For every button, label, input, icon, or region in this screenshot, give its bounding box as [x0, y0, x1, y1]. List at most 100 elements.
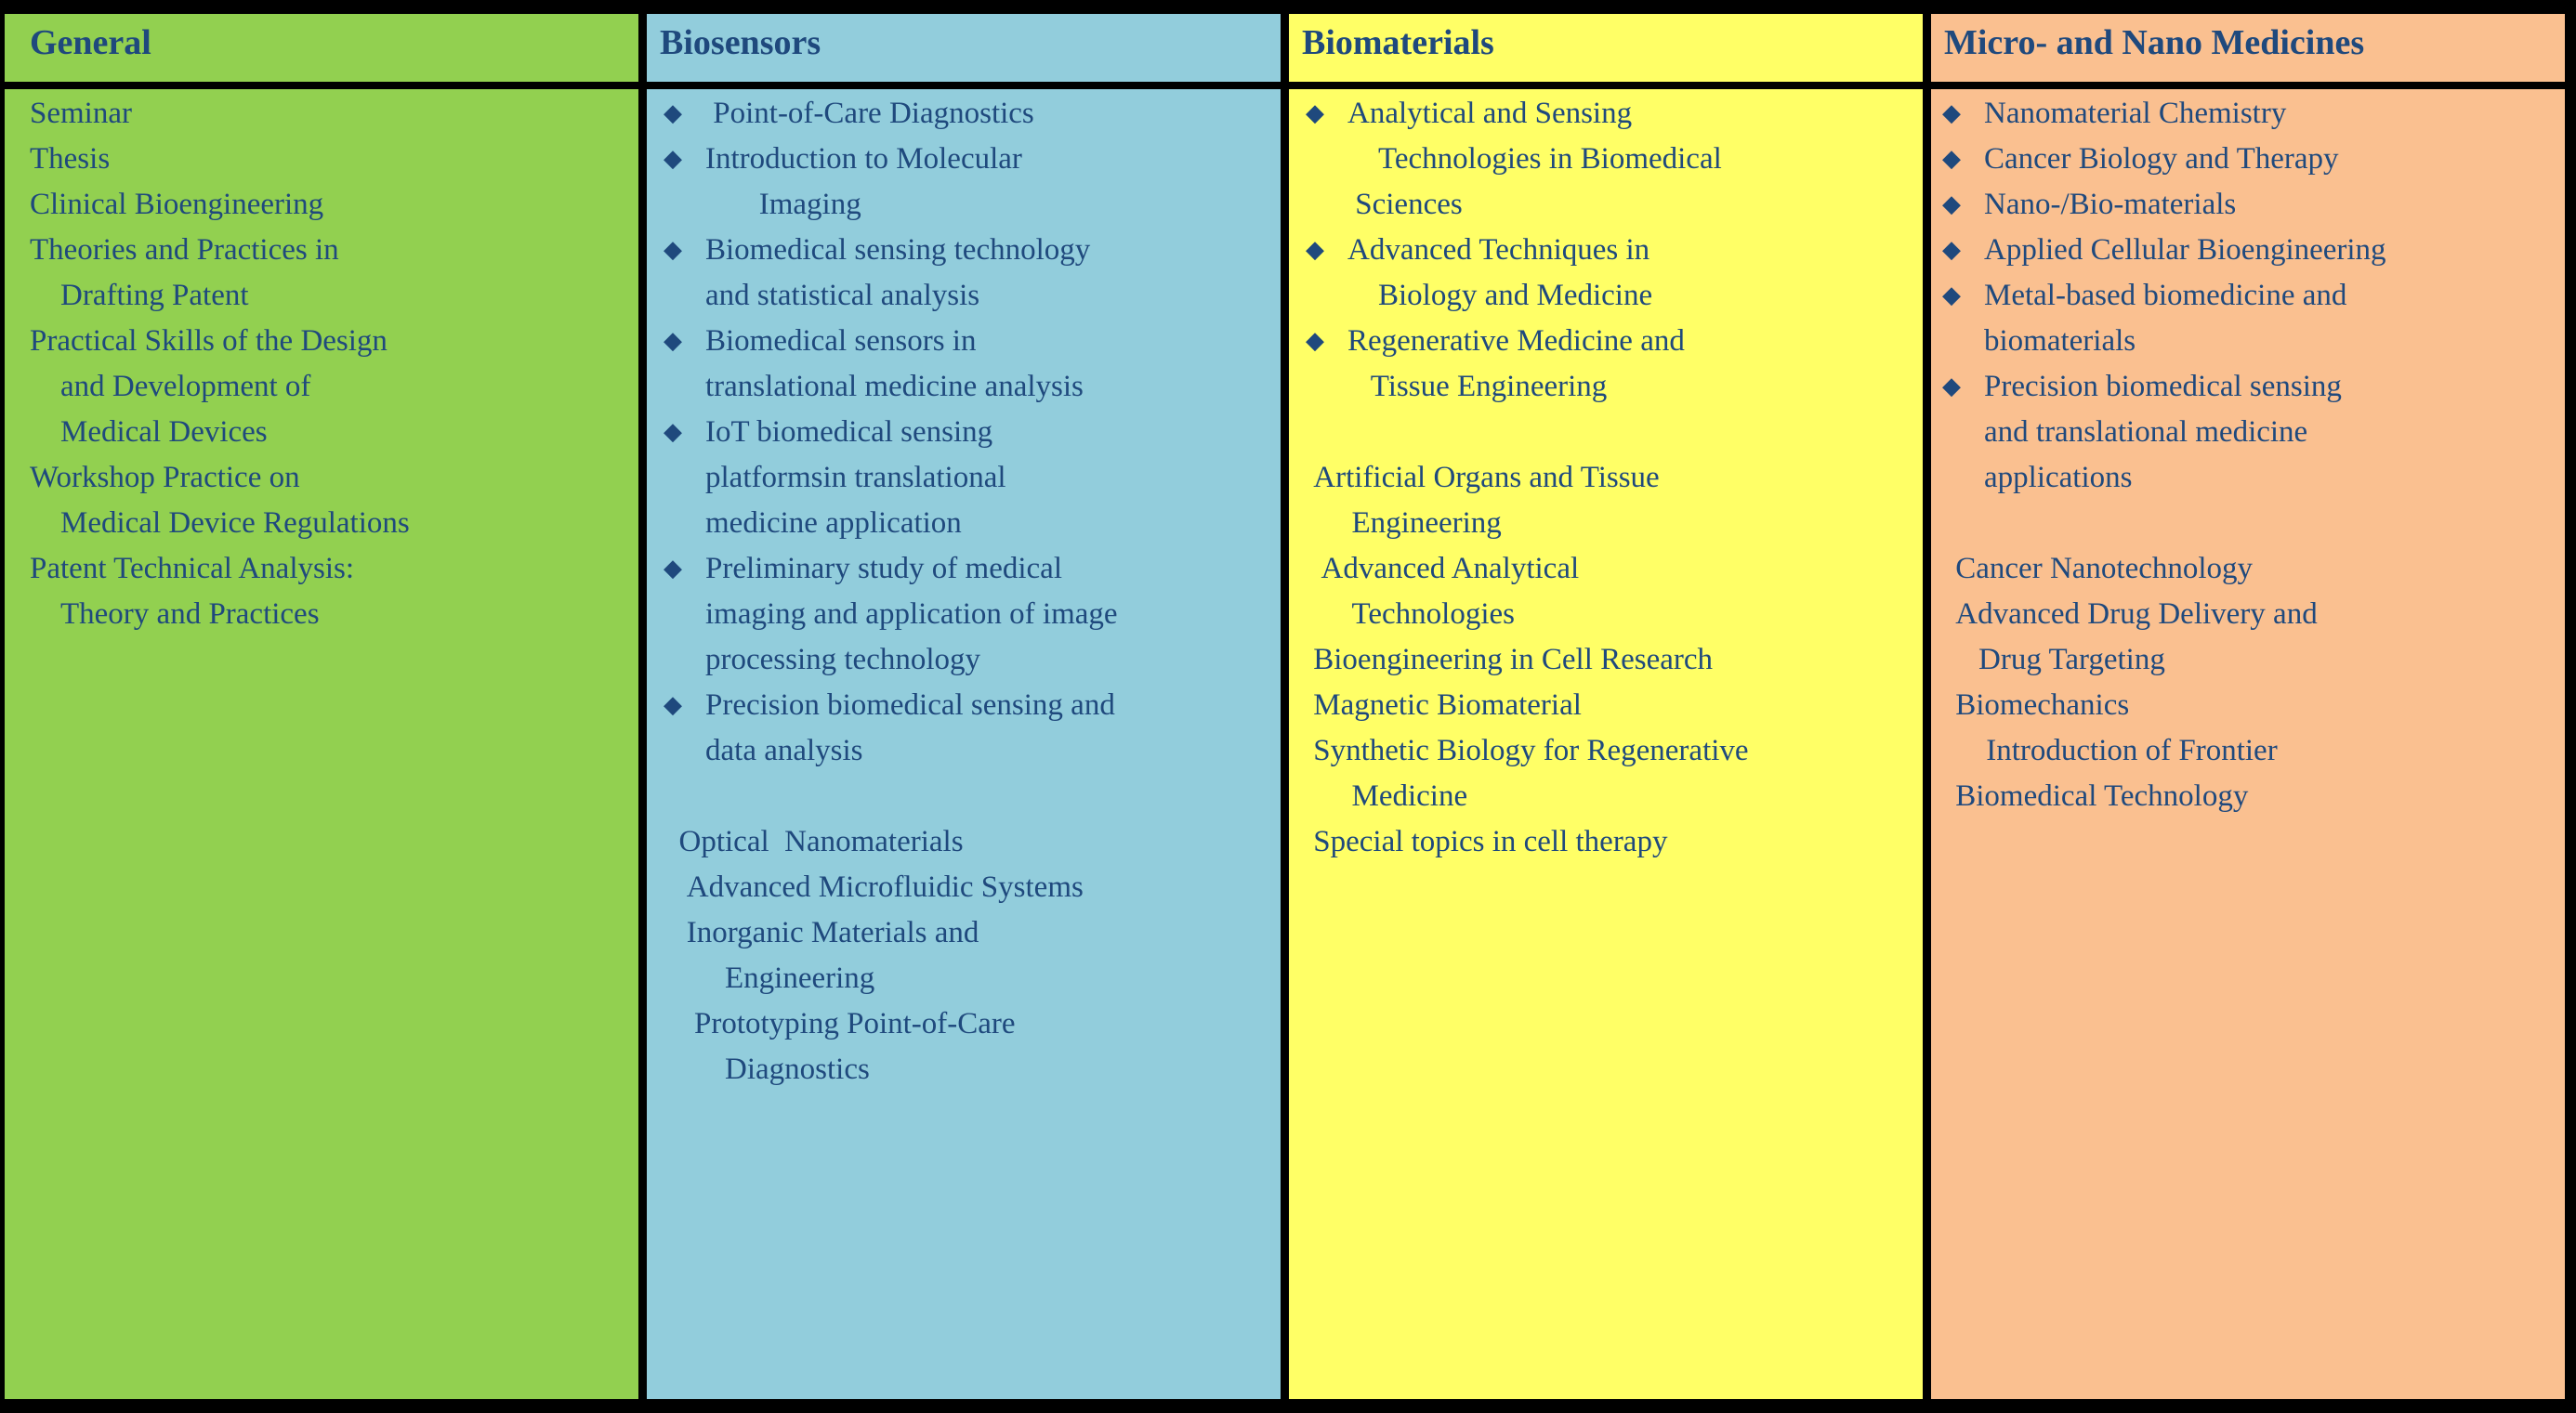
course-item-text: Thesis [30, 142, 111, 176]
column-body-biomaterials: ◆ Analytical and Sensing Technologies in … [1289, 89, 1923, 1399]
diamond-bullet-icon: ◆ [664, 145, 682, 173]
course-item-text: Nano-/Bio-materials [1984, 188, 2237, 221]
course-item-text: Precision biomedical sensing and transla… [1984, 370, 2342, 494]
course-item-bulleted: ◆ Regenerative Medicine and Tissue Engine… [1289, 319, 1919, 410]
column-header-biomaterials: Biomaterials [1289, 14, 1923, 82]
course-item: Special topics in cell therapy [1289, 819, 1919, 865]
course-item-text: Synthetic Biology for Regenerative Medic… [1313, 734, 1749, 813]
course-item-text: Metal-based biomedicine and biomaterials [1984, 279, 2347, 358]
course-item-text: Biomedical sensing technology and statis… [705, 233, 1091, 312]
diamond-bullet-icon: ◆ [1942, 145, 1961, 173]
course-item-text: Clinical Bioengineering [30, 188, 324, 221]
column-body-micro-and-nano-medicines: ◆ Nanomaterial Chemistry ◆ Cancer Biology a… [1931, 89, 2565, 1399]
course-item-text: Theories and Practices in Drafting Paten… [30, 233, 339, 312]
column-header-biosensors: Biosensors [647, 14, 1281, 82]
diamond-bullet-icon: ◆ [1306, 327, 1324, 355]
course-item-text: Applied Cellular Bioengineering [1984, 233, 2386, 267]
diamond-bullet-icon: ◆ [1306, 236, 1324, 264]
course-item-bulleted: ◆ Biomedical sensors in translational med… [647, 319, 1277, 410]
diamond-bullet-icon: ◆ [1306, 99, 1324, 127]
course-item-bulleted: ◆ IoT biomedical sensing platformsin tran… [647, 410, 1277, 546]
course-item-bulleted: ◆ Precision biomedical sensing and data a… [647, 683, 1277, 774]
course-item-text: Advanced Techniques in Biology and Medic… [1347, 233, 1653, 312]
course-item: Magnetic Biomaterial [1289, 683, 1919, 728]
course-item-text: Inorganic Materials and Engineering [686, 916, 979, 995]
diamond-bullet-icon: ◆ [664, 327, 682, 355]
course-item-bulleted: ◆ Advanced Techniques in Biology and Medi… [1289, 228, 1919, 319]
diamond-bullet-icon: ◆ [664, 99, 682, 127]
course-item: Cancer Nanotechnology [1931, 546, 2561, 592]
course-item: Advanced Analytical Technologies [1289, 546, 1919, 637]
course-item-text: Analytical and Sensing Technologies in B… [1347, 97, 1722, 221]
column-general: General Seminar Thesis Clinical Bioenginee… [5, 14, 638, 1399]
course-item-bulleted: ◆ Preliminary study of medical imaging an… [647, 546, 1277, 683]
course-item-text: Point-of-Care Diagnostics [705, 97, 1034, 130]
course-item-bulleted: ◆ Analytical and Sensing Technologies in … [1289, 91, 1919, 228]
course-item-text: Advanced Microfluidic Systems [664, 870, 1084, 904]
course-item: Advanced Drug Delivery and Drug Targetin… [1931, 592, 2561, 683]
course-item: Thesis [5, 137, 635, 182]
column-biomaterials: Biomaterials ◆ Analytical and Sensing Tec… [1289, 14, 1923, 1399]
column-header-general: General [5, 14, 638, 82]
diamond-bullet-icon: ◆ [1942, 281, 1961, 309]
course-item-text: Optical Nanomaterials [664, 825, 964, 858]
diamond-bullet-icon: ◆ [1942, 99, 1961, 127]
course-item: Theories and Practices in Drafting Paten… [5, 228, 635, 319]
course-item: Clinical Bioengineering [5, 182, 635, 228]
course-item: Practical Skills of the Design and Devel… [5, 319, 635, 455]
course-item-text: Nanomaterial Chemistry [1984, 97, 2287, 130]
column-body-general: Seminar Thesis Clinical Bioengineering Theo… [5, 89, 638, 1399]
course-item-text: Cancer Biology and Therapy [1984, 142, 2339, 176]
diamond-bullet-icon: ◆ [664, 691, 682, 719]
course-item-text: Biomedical sensors in translational medi… [705, 324, 1084, 403]
course-item-text: Cancer Nanotechnology [1948, 552, 2254, 585]
course-item-text: Biomechanics [1948, 688, 2130, 722]
course-item: Introduction of Frontier Biomedical Tech… [1931, 728, 2561, 819]
course-item-text: Precision biomedical sensing and data an… [705, 688, 1115, 767]
course-item-bulleted: ◆ Nano-/Bio-materials [1931, 182, 2561, 228]
course-item: Patent Technical Analysis: Theory and Pr… [5, 546, 635, 637]
course-item-bulleted: ◆ Metal-based biomedicine and biomaterial… [1931, 273, 2561, 364]
course-item-text: Introduction to Molecular Imaging [705, 142, 1022, 221]
course-item: Artificial Organs and Tissue Engineering [1289, 455, 1919, 546]
course-item-bulleted: ◆ Precision biomedical sensing and transl… [1931, 364, 2561, 501]
diamond-bullet-icon: ◆ [664, 418, 682, 446]
course-item: Optical Nanomaterials [647, 819, 1277, 865]
course-item-text: Preliminary study of medical imaging and… [705, 552, 1118, 676]
course-item: Synthetic Biology for Regenerative Medic… [1289, 728, 1919, 819]
course-item-text: Regenerative Medicine and Tissue Enginee… [1347, 324, 1685, 403]
course-item-text: Patent Technical Analysis: Theory and Pr… [30, 552, 355, 631]
course-item: Advanced Microfluidic Systems [647, 865, 1277, 910]
course-item-text: IoT biomedical sensing platformsin trans… [705, 415, 1006, 540]
course-item-bulleted: ◆ Nanomaterial Chemistry [1931, 91, 2561, 137]
course-item-text: Special topics in cell therapy [1306, 825, 1668, 858]
course-item-text: Workshop Practice on Medical Device Regu… [30, 461, 410, 540]
course-item-bulleted: ◆ Applied Cellular Bioengineering [1931, 228, 2561, 273]
course-item-text: Seminar [30, 97, 132, 130]
diamond-bullet-icon: ◆ [1942, 190, 1961, 218]
course-item-text: Practical Skills of the Design and Devel… [30, 324, 388, 449]
course-item-bulleted: ◆ Introduction to Molecular Imaging [647, 137, 1277, 228]
column-biosensors: Biosensors ◆ Point-of-Care Diagnostics ◆ I… [647, 14, 1281, 1399]
diamond-bullet-icon: ◆ [664, 236, 682, 264]
column-body-biosensors: ◆ Point-of-Care Diagnostics ◆ Introduction… [647, 89, 1281, 1399]
diamond-bullet-icon: ◆ [1942, 373, 1961, 400]
course-item-text: Bioengineering in Cell Research [1306, 643, 1714, 676]
blank-line [1931, 501, 2561, 546]
course-item-text: Artificial Organs and Tissue Engineering [1313, 461, 1660, 540]
course-item: Workshop Practice on Medical Device Regu… [5, 455, 635, 546]
course-item-bulleted: ◆ Cancer Biology and Therapy [1931, 137, 2561, 182]
column-micro-and-nano-medicines: Micro- and Nano Medicines ◆ Nanomaterial … [1931, 14, 2565, 1399]
course-item: Inorganic Materials and Engineering [647, 910, 1277, 1001]
blank-line [647, 774, 1277, 819]
course-item-bulleted: ◆ Biomedical sensing technology and stati… [647, 228, 1277, 319]
course-item-text: Prototyping Point-of-Care Diagnostics [694, 1007, 1016, 1086]
diamond-bullet-icon: ◆ [664, 555, 682, 582]
course-item: Prototyping Point-of-Care Diagnostics [647, 1001, 1277, 1092]
course-item-bulleted: ◆ Point-of-Care Diagnostics [647, 91, 1277, 137]
column-header-micro-and-nano-medicines: Micro- and Nano Medicines [1931, 14, 2565, 82]
course-item-text: Magnetic Biomaterial [1306, 688, 1582, 722]
diamond-bullet-icon: ◆ [1942, 236, 1961, 264]
course-item-text: Advanced Analytical Technologies [1321, 552, 1580, 631]
blank-line [1289, 410, 1919, 455]
